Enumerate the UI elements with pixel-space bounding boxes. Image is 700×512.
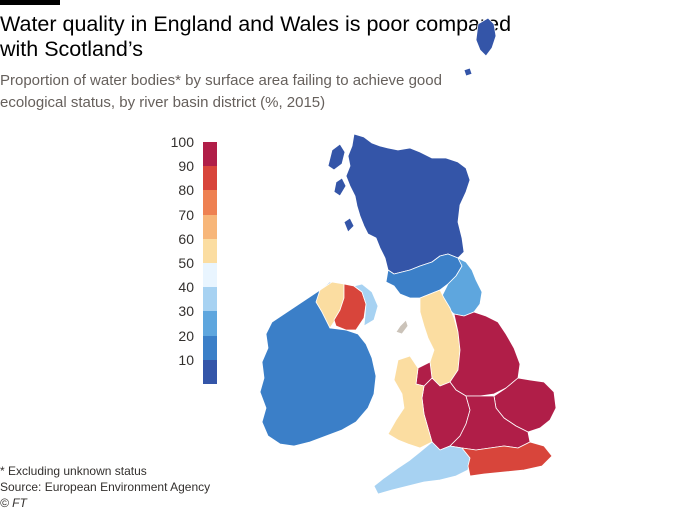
legend-tick-label: 40 [178,279,194,296]
legend-swatch [203,142,217,167]
brand-bar [0,0,60,5]
legend-tick-label: 100 [170,134,194,150]
region-south-east-england [461,441,553,477]
credit: © FT [0,496,27,510]
region-south-west-england [373,441,471,495]
region-scotland-shetland [475,17,497,57]
footnote: * Excluding unknown status [0,464,147,478]
legend-tick-label: 10 [178,351,194,368]
region-scotland [345,133,471,275]
legend-swatch [203,335,217,361]
region-scotland-islands [327,143,346,171]
region-western-wales [387,355,433,449]
legend-tick-label: 60 [178,230,194,247]
legend-swatch [203,214,217,240]
legend-swatch [203,311,217,337]
region-isle-of-man [395,319,409,335]
legend-tick-label: 30 [178,303,194,320]
footer: * Excluding unknown status Source: Europ… [0,463,210,511]
legend-swatch [203,238,217,264]
legend-swatch [203,190,217,216]
region-scotland-skye [333,177,347,197]
legend-swatch [203,263,217,288]
legend-swatch [203,359,217,385]
source-note: Source: European Environment Agency [0,480,211,494]
legend-tick-label: 70 [178,206,194,223]
chart-subtitle: Proportion of water bodies* by surface a… [0,72,442,111]
region-ni-north-eastern [353,283,379,327]
region-humber [449,311,521,397]
legend-tick-label: 20 [178,327,194,344]
color-legend: 100 90 80 70 60 50 40 30 20 10 [160,132,230,392]
uk-ireland-map [259,17,557,495]
legend-tick-label: 90 [178,158,194,175]
region-scotland-islay [343,217,355,233]
legend-tick-label: 50 [178,255,194,271]
legend-tick-label: 80 [178,182,194,199]
legend-swatch [203,287,217,312]
chart-title: Water quality in England and Wales is po… [0,12,512,61]
region-scotland-orkney [463,67,473,77]
legend-swatch [203,166,217,191]
